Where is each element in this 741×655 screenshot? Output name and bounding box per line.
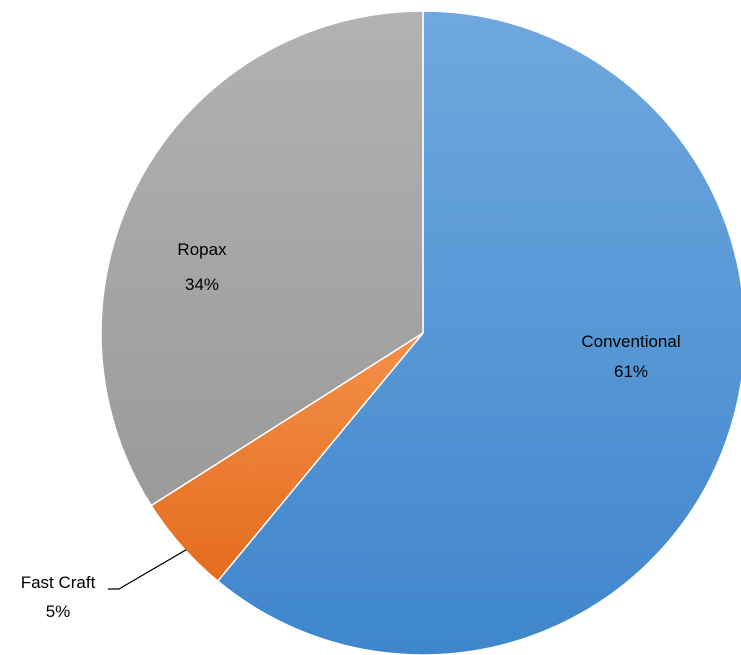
slice-label-fast-craft-value: 5% (46, 602, 71, 621)
pie-slices (100, 10, 741, 655)
pie-slice-conventional (216, 10, 741, 655)
pie-labels: Conventional 61% Fast Craft 5% Ropax 34% (21, 240, 681, 621)
pie-slice-ropax (100, 10, 424, 507)
fast-craft-leader-line (108, 549, 187, 590)
slice-label-ropax-value: 34% (185, 275, 219, 294)
slice-label-conventional-value: 61% (614, 362, 648, 381)
slice-label-ropax-category: Ropax (177, 240, 227, 259)
slice-label-fast-craft-category: Fast Craft (21, 573, 96, 592)
slice-label-conventional-category: Conventional (581, 332, 680, 351)
